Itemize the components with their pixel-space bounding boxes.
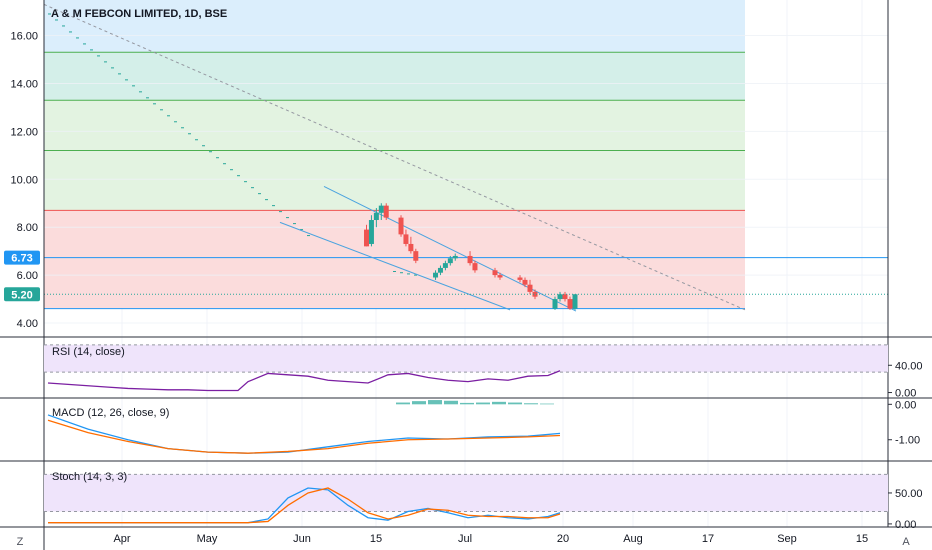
y-tick-label: 16.00 (10, 31, 38, 43)
candle-body (447, 258, 453, 264)
candle-body (413, 251, 419, 261)
x-tick-label: Apr (113, 533, 130, 545)
chart-title: A & M FEBCON LIMITED, 1D, BSE (51, 8, 227, 20)
stoch-series-line (48, 487, 561, 524)
candle-body (442, 263, 448, 268)
macd-hist-bar (444, 400, 458, 405)
candle-body (532, 291, 538, 297)
y-tick-label: 6.00 (17, 270, 38, 282)
macd-title: MACD (12, 26, close, 9) (52, 407, 169, 419)
macd-hist-bar (524, 403, 538, 405)
macd-hist-bar (476, 402, 490, 405)
rsi-series-line (47, 370, 561, 392)
candle-body (368, 220, 374, 244)
stoch-title: Stoch (14, 3, 3) (52, 471, 127, 483)
candle-body (552, 299, 558, 309)
y-tick-label: 14.00 (10, 78, 38, 90)
y-tick-label: 8.00 (17, 222, 38, 234)
macd-y-tick-label: 0.00 (895, 399, 916, 411)
candle-body (517, 277, 523, 280)
candle-body (527, 284, 533, 292)
price-badge-upper: 6.73 (11, 253, 32, 265)
x-tick-label: Sep (777, 533, 797, 545)
rsi-band (44, 344, 888, 373)
candle-body (557, 294, 563, 300)
zone-teal (44, 52, 745, 101)
zone-blue (44, 0, 745, 53)
price-badge-last: 5.20 (11, 289, 32, 301)
candle-body (567, 299, 573, 309)
candle-body (467, 255, 473, 264)
y-tick-label: 10.00 (10, 174, 38, 186)
zone-green (44, 100, 745, 211)
candle-body (572, 294, 578, 309)
x-tick-label: May (197, 533, 218, 545)
macd-hist-bar (412, 401, 426, 405)
x-tick-label: 20 (557, 533, 569, 545)
candle-body (452, 255, 458, 259)
price-badge-bg (4, 287, 40, 302)
macd-hist-bar (460, 402, 474, 405)
candle-body (497, 275, 503, 278)
macd-hist-bar (540, 403, 554, 405)
macd-hist-bar (492, 401, 506, 405)
candle-body (472, 263, 478, 271)
macd-hist-bar (508, 402, 522, 405)
macd-y-tick-label: -1.00 (895, 435, 920, 447)
candle-body (492, 270, 498, 276)
candle-body (403, 234, 409, 244)
stoch-y-tick-label: 0.00 (895, 519, 916, 531)
macd-hist-bar (396, 402, 410, 405)
y-tick-label: 4.00 (17, 318, 38, 330)
candle-body (373, 212, 379, 221)
x-tick-label: 15 (856, 533, 868, 545)
price-badge-bg (4, 250, 40, 265)
y-tick-label: 12.00 (10, 126, 38, 138)
candle-body (437, 267, 443, 273)
stoch-y-tick-label: 50.00 (895, 488, 923, 500)
x-tick-label: Aug (623, 533, 643, 545)
candle-body (364, 229, 370, 247)
candle-body (522, 279, 528, 285)
dashed-trend-line (43, 3, 746, 311)
x-tick-label: 17 (702, 533, 714, 545)
x-tick-label: 15 (370, 533, 382, 545)
rsi-y-tick-label: 40.00 (895, 360, 923, 372)
candle-body (562, 294, 568, 300)
candle-body (398, 217, 404, 235)
candle-body (408, 243, 414, 252)
macd-hist-bar (428, 400, 442, 405)
stoch-band (44, 474, 888, 512)
axis-corner-right[interactable]: A (902, 536, 910, 548)
macd-series-line (47, 419, 561, 454)
candle-body (378, 205, 384, 213)
channel-lower-line (279, 221, 511, 311)
x-tick-label: Jul (458, 533, 472, 545)
x-tick-label: Jun (293, 533, 311, 545)
channel-upper-line (323, 186, 577, 312)
rsi-y-tick-label: 0.00 (895, 388, 916, 400)
candle-body (433, 272, 439, 278)
candle-body (383, 205, 389, 218)
rsi-title: RSI (14, close) (52, 346, 125, 358)
axis-corner-left[interactable]: Z (17, 536, 24, 548)
